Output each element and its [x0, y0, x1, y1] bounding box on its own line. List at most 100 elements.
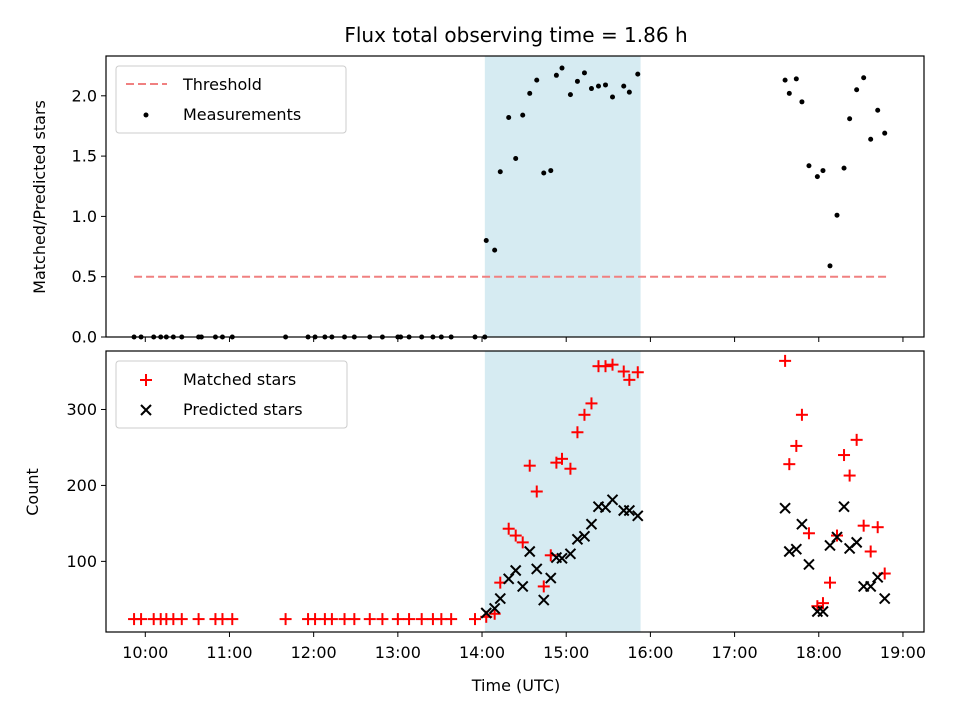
legend-matched-swatch: [140, 374, 152, 386]
matched-stars-point: [509, 529, 522, 542]
measurement-point: [621, 83, 627, 89]
bottom-panel-shaded-interval: [484, 351, 641, 632]
matched-stars-point: [617, 365, 630, 378]
predicted-stars-point: [838, 500, 850, 513]
y-tick-label: 0.0: [72, 328, 97, 347]
predicted-stars-point: [517, 580, 529, 593]
matched-stars-point: [623, 373, 636, 386]
matched-stars-point: [578, 408, 591, 421]
matched-stars-point: [790, 439, 803, 452]
measurement-point: [854, 87, 860, 93]
bottom-legend: Matched stars Predicted stars: [115, 360, 348, 429]
measurement-point: [799, 99, 805, 105]
matched-stars-point: [226, 613, 239, 626]
matched-stars-point: [831, 529, 844, 542]
measurement-point: [847, 116, 853, 122]
y-tick-label: 1.5: [72, 147, 97, 166]
measurement-point: [506, 115, 512, 121]
matched-stars-point: [363, 613, 376, 626]
matched-stars-point: [445, 613, 458, 626]
matched-stars-point: [871, 521, 884, 534]
x-tick-label: 19:00: [880, 643, 926, 662]
legend-measurements-swatch: [143, 112, 149, 118]
measurement-point: [782, 77, 788, 83]
matched-stars-point: [391, 613, 404, 626]
matched-stars-point: [537, 580, 550, 593]
measurement-point: [574, 78, 580, 84]
measurement-point: [610, 94, 616, 100]
matched-stars-point: [857, 519, 870, 532]
top-panel-frame: [105, 55, 925, 338]
matched-stars-point: [135, 613, 148, 626]
x-tick-label: 14:00: [459, 643, 505, 662]
legend-threshold-label: Threshold: [182, 75, 262, 94]
measurement-point: [541, 170, 547, 176]
predicted-stars-point: [545, 572, 557, 584]
measurement-point: [548, 168, 554, 174]
y-tick-label: 300: [66, 400, 97, 419]
matched-stars-point: [843, 469, 856, 482]
legend-measurements-label: Measurements: [183, 105, 301, 124]
matched-stars-point: [403, 613, 416, 626]
predicted-stars-point: [871, 571, 884, 584]
predicted-stars-point: [531, 563, 543, 575]
x-tick-label: 18:00: [796, 643, 842, 662]
x-tick-label: 11:00: [206, 643, 252, 662]
bottom-legend-box: [115, 360, 348, 429]
matched-stars-point: [376, 613, 389, 626]
matched-stars-point: [175, 613, 188, 626]
legend-matched-label: Matched stars: [183, 370, 296, 389]
y-tick-label: 200: [66, 476, 97, 495]
y-tick-label: 2.0: [72, 86, 97, 105]
x-tick-label: 10:00: [122, 643, 168, 662]
measurement-point: [553, 72, 559, 78]
matched-stars-point: [823, 576, 836, 589]
matched-stars-point: [325, 613, 338, 626]
matched-stars-point: [850, 433, 863, 446]
matched-stars-point: [415, 613, 428, 626]
measurement-point: [635, 71, 641, 77]
matched-stars-point: [631, 366, 644, 379]
legend-predicted-label: Predicted stars: [183, 400, 303, 419]
matched-stars-point: [606, 358, 619, 371]
x-axis-label: Time (UTC): [471, 676, 560, 695]
measurement-point: [492, 247, 498, 253]
matched-stars-point: [802, 527, 815, 540]
measurement-point: [559, 65, 565, 71]
bottom-panel-frame: [105, 350, 925, 633]
measurement-point: [834, 212, 840, 218]
predicted-stars-point: [632, 510, 644, 522]
predicted-stars-point: [538, 594, 550, 606]
bottom-y-axis-label: Count: [23, 468, 42, 516]
measurement-point: [602, 82, 608, 88]
bottom-panel: 100 200 300 10:00 11:00 12:00 13:00 14:00 15:00…: [23, 350, 926, 695]
matched-stars-point: [779, 354, 792, 367]
matched-stars-point: [783, 458, 796, 471]
matched-stars-point: [838, 449, 851, 462]
matched-stars-point: [192, 613, 205, 626]
predicted-stars-point: [606, 494, 619, 506]
matched-stars-point: [279, 613, 292, 626]
measurement-point: [806, 163, 812, 169]
measurement-point: [820, 168, 826, 174]
matched-stars-point: [564, 462, 577, 475]
measurement-point: [841, 165, 847, 171]
matched-stars-point: [523, 459, 536, 472]
matched-stars-point: [516, 536, 529, 549]
predicted-stars-point: [585, 518, 598, 530]
predicted-stars-point: [524, 545, 536, 558]
measurement-point: [483, 238, 489, 244]
top-panel-shaded-interval: [484, 56, 641, 337]
measurement-point: [534, 77, 540, 83]
x-tick-label: 17:00: [712, 643, 758, 662]
predicted-stars-point: [556, 552, 568, 565]
measurement-point: [814, 174, 820, 180]
predicted-stars-point: [578, 530, 591, 543]
x-tick-label: 15:00: [543, 643, 589, 662]
predicted-stars-point: [509, 564, 522, 577]
measurement-point: [793, 76, 799, 82]
predicted-stars-point: [488, 602, 501, 615]
predicted-stars-point: [779, 502, 791, 514]
x-tick-label: 12:00: [291, 643, 337, 662]
